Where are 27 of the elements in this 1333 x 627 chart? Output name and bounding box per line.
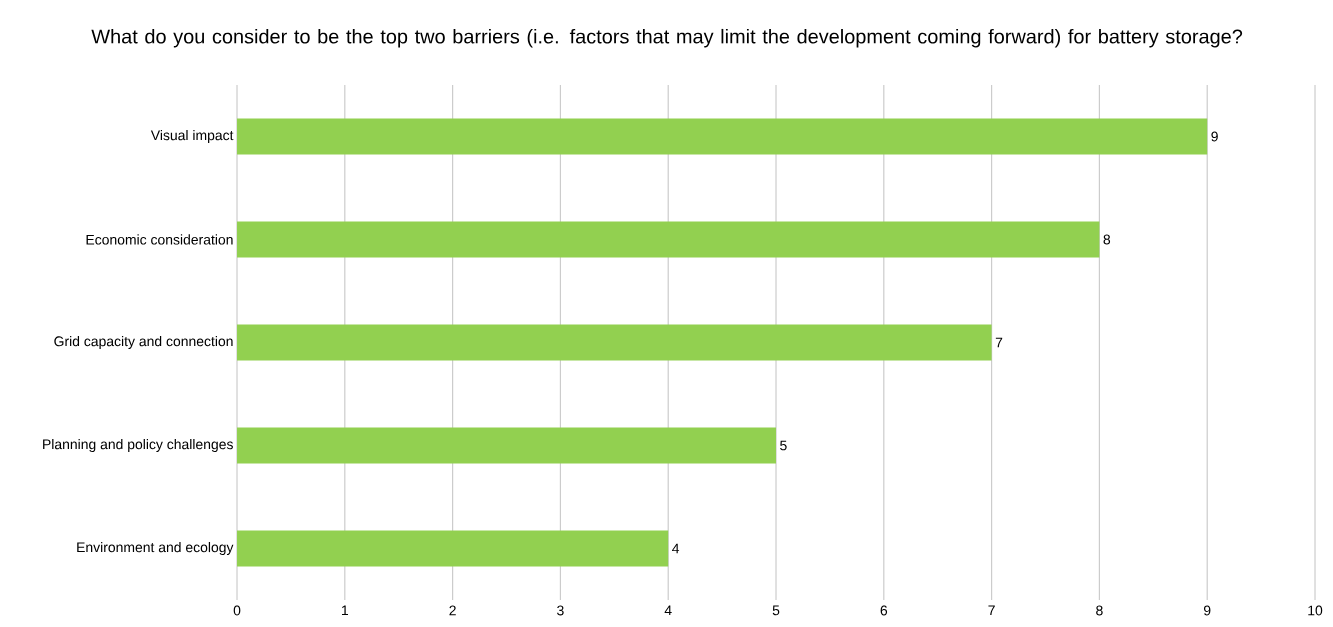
x-tick-label: 6 — [880, 605, 888, 616]
x-tick-label: 3 — [557, 605, 564, 616]
y-tick-label: Planning and policy challenges — [43, 438, 233, 452]
data-label: 4 — [672, 543, 680, 554]
bar — [237, 221, 1100, 258]
y-tick-label: Visual impact — [150, 129, 234, 143]
bar — [237, 530, 669, 567]
x-tick-label: 2 — [449, 605, 456, 616]
x-tick-label: 7 — [988, 605, 995, 616]
x-tick-label: 8 — [1096, 605, 1103, 616]
data-label: 8 — [1103, 234, 1111, 245]
bar — [237, 427, 777, 464]
y-tick-label: Grid capacity and connection — [54, 335, 233, 349]
x-tick-label: 0 — [233, 605, 241, 616]
y-tick-label: Environment and ecology — [77, 541, 234, 555]
y-tick-label: Economic consideration — [86, 234, 233, 245]
bar — [237, 324, 992, 361]
x-tick-label: 5 — [772, 605, 780, 616]
chart-title: What do you consider to be the top two barriers (i.e. factors that may limit the development coming forward) for battery storage? — [91, 28, 1243, 48]
data-label: 9 — [1211, 131, 1218, 142]
x-tick-label: 4 — [664, 605, 672, 616]
data-label: 7 — [995, 337, 1003, 348]
x-tick-label: 9 — [1203, 605, 1211, 616]
x-tick-label: 10 — [1308, 605, 1323, 616]
data-label: 5 — [780, 440, 787, 451]
x-tick-label: 1 — [342, 605, 349, 616]
bar — [237, 118, 1208, 155]
